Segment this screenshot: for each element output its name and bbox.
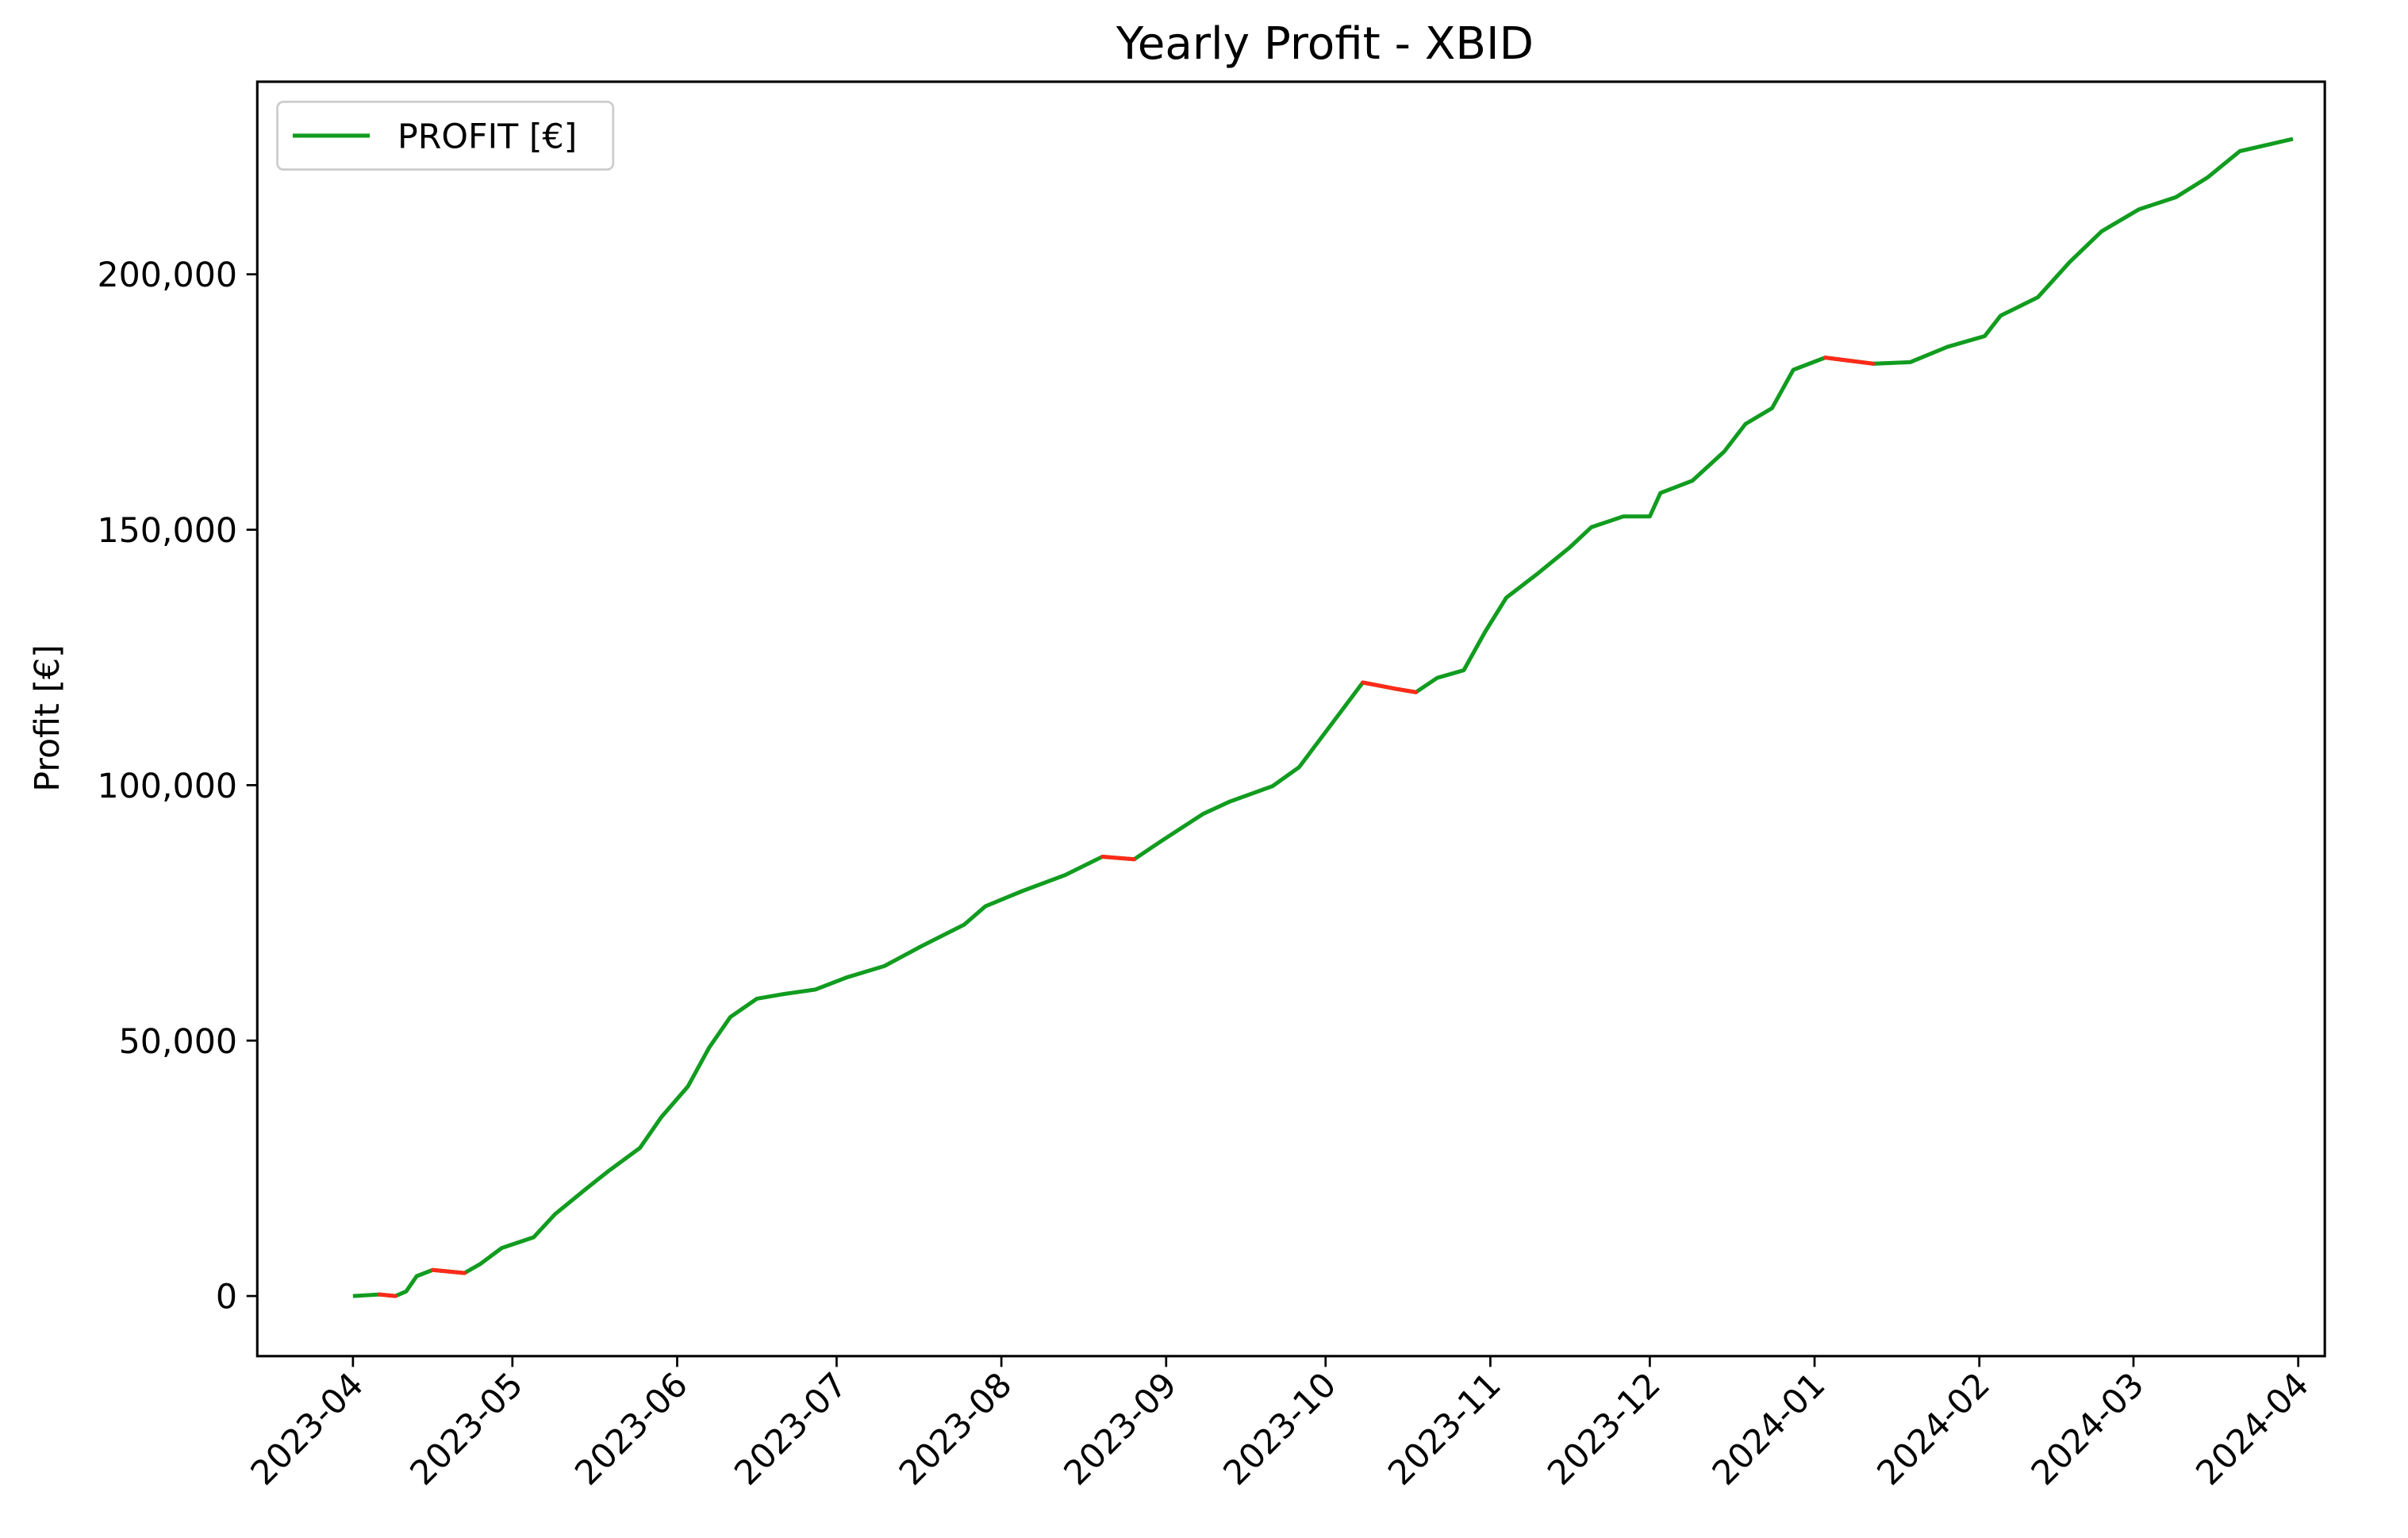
x-tick-label: 2023-10 — [1216, 1365, 1345, 1494]
y-tick-label: 150,000 — [97, 511, 237, 551]
x-tick-label: 2024-02 — [1869, 1365, 1998, 1494]
decrease-segment — [1392, 686, 1419, 694]
y-tick-label: 50,000 — [119, 1022, 237, 1062]
chart-title: Yearly Profit - XBID — [1116, 18, 1534, 70]
y-tick-label: 0 — [216, 1278, 237, 1317]
y-tick-label: 200,000 — [97, 256, 237, 295]
y-axis-label: Profit [€] — [28, 644, 67, 791]
decrease-segment — [1822, 356, 1876, 366]
legend-label: PROFIT [€] — [397, 117, 577, 156]
x-tick-label: 2023-08 — [892, 1365, 1020, 1494]
x-tick-label: 2023-05 — [403, 1365, 532, 1494]
x-tick-label: 2024-04 — [2188, 1365, 2317, 1494]
x-tick-label: 2023-12 — [1540, 1365, 1669, 1494]
legend-box — [276, 100, 615, 171]
y-tick-label: 100,000 — [97, 767, 237, 806]
x-tick-label: 2023-11 — [1381, 1365, 1509, 1494]
profit-line — [352, 136, 2294, 1298]
x-tick-label: 2024-01 — [1705, 1365, 1834, 1494]
decrease-segment — [430, 1267, 467, 1275]
decrease-segment — [1361, 680, 1397, 691]
x-tick-label: 2023-09 — [1057, 1365, 1185, 1494]
x-tick-label: 2023-04 — [244, 1365, 372, 1494]
x-tick-label: 2023-06 — [567, 1365, 696, 1494]
decrease-segment — [377, 1292, 397, 1298]
plot-frame — [255, 80, 2326, 1358]
decrease-segment — [1100, 854, 1137, 862]
legend: PROFIT [€] — [276, 100, 615, 171]
x-tick-label: 2023-07 — [727, 1365, 855, 1494]
x-tick-label: 2024-03 — [2024, 1365, 2153, 1494]
